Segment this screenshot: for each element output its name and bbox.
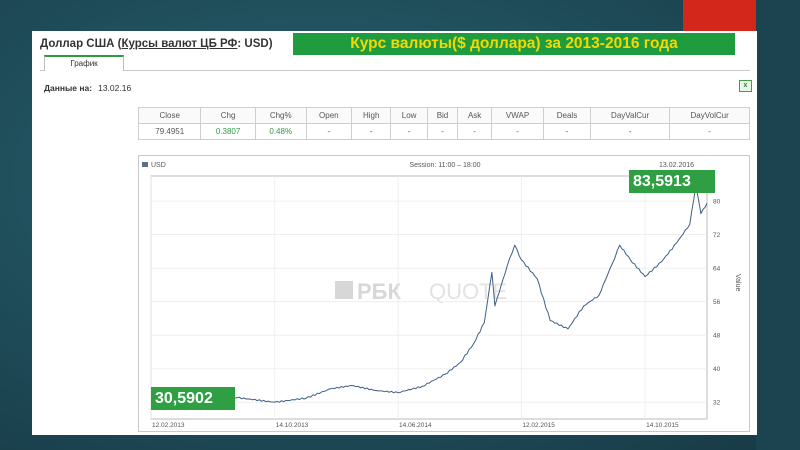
val-deals: - <box>543 123 591 140</box>
watermark-rbc: РБК <box>357 279 401 304</box>
x-tick-label: 14.06.2014 <box>399 422 432 429</box>
y-tick-label: 80 <box>713 199 721 206</box>
usd-series-line <box>150 185 708 409</box>
y-tick-label: 40 <box>713 366 721 373</box>
quote-header-row: Close Chg Chg% Open High Low Bid Ask VWA… <box>137 107 750 124</box>
y-axis-label: Value <box>734 274 741 291</box>
usd-line-chart: USD Session: 11:00 – 18:00 13.02.2016 РБ… <box>142 162 741 429</box>
y-tick-label: 72 <box>713 232 721 239</box>
high-value-label: 83,5913 <box>629 170 715 193</box>
val-open: - <box>305 123 352 140</box>
slide-banner: Курс валюты($ доллара) за 2013-2016 года <box>293 33 735 55</box>
watermark-logo-mark <box>335 281 353 299</box>
col-deals: Deals <box>543 107 591 124</box>
val-close: 79.4951 <box>137 123 202 140</box>
tab-chart[interactable]: График <box>44 55 124 71</box>
rbc-quote-watermark: РБК QUOTE <box>335 279 507 304</box>
y-tick-label: 48 <box>713 333 721 340</box>
chart-panel: USD Session: 11:00 – 18:00 13.02.2016 РБ… <box>138 155 750 432</box>
val-dayvolcur: - <box>669 123 750 140</box>
val-chg-pct: 0.48% <box>254 123 307 140</box>
col-open: Open <box>305 107 352 124</box>
quote-value-row: 79.4951 0.3807 0.48% - - - - - - - - - <box>137 123 750 140</box>
quote-table: Close Chg Chg% Open High Low Bid Ask VWA… <box>137 107 750 140</box>
plot-area: 12.02.2013 14.10.2013 14.06.2014 12.02.2015… <box>150 175 721 429</box>
col-ask: Ask <box>457 107 492 124</box>
session-label: Session: 11:00 – 18:00 <box>409 162 480 169</box>
col-dayvolcur: DayVolCur <box>669 107 750 124</box>
x-tick-label: 14.10.2015 <box>646 422 679 429</box>
red-corner-accent <box>683 0 758 31</box>
val-vwap: - <box>490 123 545 140</box>
watermark-quote: QUOTE <box>429 279 507 304</box>
x-tick-label: 12.02.2013 <box>152 422 185 429</box>
y-tick-label: 64 <box>713 266 721 273</box>
page-title: Доллар США (Курсы валют ЦБ РФ: USD) <box>40 38 273 50</box>
val-bid: - <box>426 123 459 140</box>
data-date-value: 13.02.16 <box>98 83 132 93</box>
legend-label: USD <box>151 162 166 169</box>
right-rail <box>756 0 800 450</box>
col-dayvalcur: DayValCur <box>589 107 671 124</box>
chart-date-label: 13.02.2016 <box>659 162 694 169</box>
tab-divider <box>40 70 750 71</box>
x-tick-label: 12.02.2015 <box>522 422 555 429</box>
val-high: - <box>350 123 392 140</box>
col-chg-pct: Chg% <box>254 107 307 124</box>
legend-swatch <box>142 162 148 167</box>
val-chg: 0.3807 <box>200 123 256 140</box>
col-chg: Chg <box>200 107 256 124</box>
col-bid: Bid <box>426 107 459 124</box>
val-dayvalcur: - <box>589 123 671 140</box>
col-close: Close <box>137 107 202 124</box>
data-date-row: Данные на: 13.02.16 <box>44 83 131 93</box>
data-date-label: Данные на: <box>44 83 93 93</box>
excel-export-icon[interactable]: x <box>739 80 752 92</box>
title-prefix: Доллар США ( <box>40 38 122 50</box>
low-value-label: 30,5902 <box>151 387 235 410</box>
title-suffix: : USD) <box>237 38 273 50</box>
rates-link[interactable]: Курсы валют ЦБ РФ <box>121 38 238 50</box>
x-tick-label: 14.10.2013 <box>276 422 309 429</box>
val-ask: - <box>457 123 492 140</box>
y-tick-label: 56 <box>713 299 721 306</box>
col-low: Low <box>390 107 428 124</box>
col-high: High <box>350 107 392 124</box>
y-tick-label: 32 <box>713 400 721 407</box>
col-vwap: VWAP <box>490 107 545 124</box>
val-low: - <box>390 123 428 140</box>
